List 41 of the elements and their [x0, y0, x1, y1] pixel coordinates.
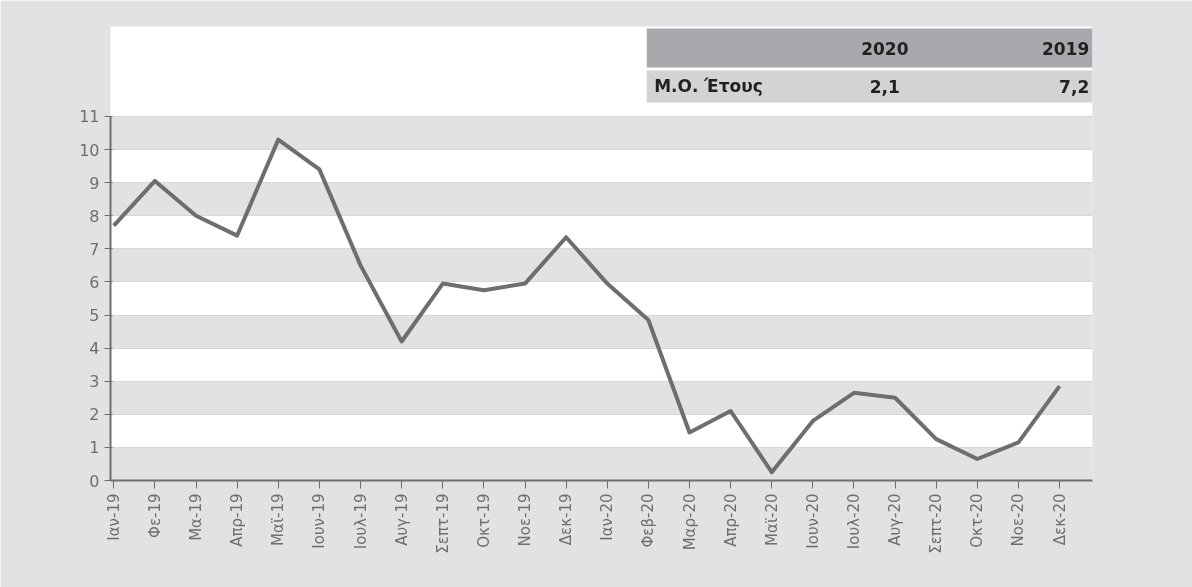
x-tick-label: Φε-19: [145, 493, 164, 538]
x-tick-label: Σεπτ-20: [927, 493, 946, 554]
x-tick-label: Μαϊ-19: [269, 493, 288, 546]
y-tick-label: 0: [89, 471, 100, 491]
x-tick-label: Οκτ-20: [968, 493, 987, 548]
x-tick-label: Ιαν-20: [598, 493, 617, 541]
x-tick-label: Ιουν-19: [310, 493, 329, 549]
x-tick-label: Αυγ-20: [886, 493, 905, 546]
y-tick-label: 6: [89, 272, 100, 292]
y-tick-label: 7: [89, 239, 100, 259]
x-tick-label: Απρ-19: [228, 493, 247, 547]
x-tick-label: Νοε-19: [516, 493, 535, 547]
x-tick-label: Μαρ-20: [680, 493, 699, 551]
x-tick-label: Ιουλ-20: [844, 493, 863, 550]
y-tick-label: 8: [89, 206, 100, 226]
x-tick-label: Ιαν-19: [104, 493, 123, 541]
y-tick-label: 9: [89, 173, 100, 193]
x-tick-label: Φεβ-20: [639, 493, 658, 548]
y-tick-label: 2: [89, 405, 100, 425]
y-tick-label: 4: [89, 339, 100, 359]
text: 7,2: [1059, 76, 1090, 97]
x-tick-label: Μαϊ-20: [762, 493, 781, 546]
y-tick-label: 1: [89, 438, 100, 458]
x-tick-label: Απρ-20: [721, 493, 740, 547]
x-tick-label: Δεκ-19: [557, 493, 576, 546]
x-tick-label: Μα-19: [187, 493, 206, 541]
text: 2020: [861, 38, 909, 59]
x-tick-label: Αυγ-19: [392, 493, 411, 546]
text: 2,1: [869, 76, 900, 97]
y-tick-label: 5: [89, 306, 100, 326]
y-tick-label: 10: [79, 140, 100, 160]
x-tick-label: Νοε-20: [1009, 493, 1028, 547]
x-tick-label: Οκτ-19: [474, 493, 493, 548]
x-tick-label: Σεπτ-19: [433, 493, 452, 554]
y-tick-label: 3: [89, 372, 100, 392]
text: Μ.Ο. Έτους: [654, 76, 763, 97]
x-tick-label: Ιουν-20: [803, 493, 822, 549]
x-tick-label: Ιουλ-19: [351, 493, 370, 550]
text: 2019: [1041, 38, 1090, 59]
y-tick-label: 11: [79, 107, 100, 127]
x-tick-label: Δεκ-20: [1050, 493, 1069, 546]
